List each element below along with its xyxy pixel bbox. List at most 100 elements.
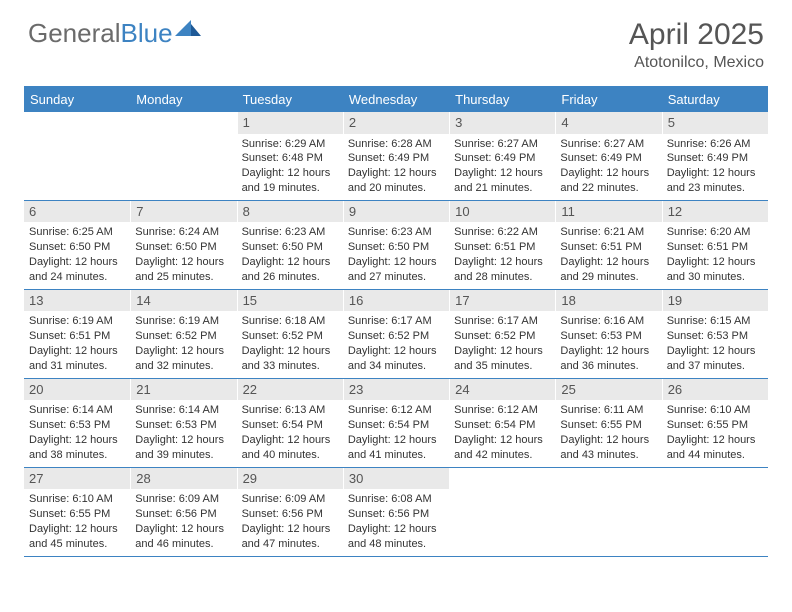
daylight-line-1: Daylight: 12 hours <box>667 344 763 359</box>
daylight-line-2: and 47 minutes. <box>242 537 338 552</box>
day-number: 16 <box>343 290 449 312</box>
sunset-line: Sunset: 6:55 PM <box>560 418 656 433</box>
sunrise-line: Sunrise: 6:24 AM <box>135 225 231 240</box>
sunrise-line: Sunrise: 6:29 AM <box>242 137 338 152</box>
daylight-line-2: and 29 minutes. <box>560 270 656 285</box>
calendar-day-cell: 9Sunrise: 6:23 AMSunset: 6:50 PMDaylight… <box>343 201 449 289</box>
daylight-line-2: and 34 minutes. <box>348 359 444 374</box>
weekday-header: Saturday <box>662 88 768 112</box>
sunset-line: Sunset: 6:50 PM <box>348 240 444 255</box>
weekday-header-row: Sunday Monday Tuesday Wednesday Thursday… <box>24 88 768 112</box>
daylight-line-2: and 41 minutes. <box>348 448 444 463</box>
daylight-line-1: Daylight: 12 hours <box>454 433 550 448</box>
calendar-day-cell: 18Sunrise: 6:16 AMSunset: 6:53 PMDayligh… <box>555 290 661 378</box>
calendar-day-cell: 4Sunrise: 6:27 AMSunset: 6:49 PMDaylight… <box>555 112 661 200</box>
day-body: Sunrise: 6:28 AMSunset: 6:49 PMDaylight:… <box>343 134 449 200</box>
calendar-week-row: 27Sunrise: 6:10 AMSunset: 6:55 PMDayligh… <box>24 468 768 557</box>
weekday-header: Friday <box>555 88 661 112</box>
day-body: Sunrise: 6:19 AMSunset: 6:51 PMDaylight:… <box>24 311 130 377</box>
day-number: 25 <box>555 379 661 401</box>
daylight-line-1: Daylight: 12 hours <box>242 522 338 537</box>
daylight-line-2: and 45 minutes. <box>29 537 125 552</box>
calendar-day-cell: 17Sunrise: 6:17 AMSunset: 6:52 PMDayligh… <box>449 290 555 378</box>
day-body: Sunrise: 6:09 AMSunset: 6:56 PMDaylight:… <box>237 489 343 555</box>
calendar-week-row: 6Sunrise: 6:25 AMSunset: 6:50 PMDaylight… <box>24 201 768 290</box>
day-body: Sunrise: 6:15 AMSunset: 6:53 PMDaylight:… <box>662 311 768 377</box>
sunset-line: Sunset: 6:49 PM <box>454 151 550 166</box>
day-number: 27 <box>24 468 130 490</box>
day-body: Sunrise: 6:12 AMSunset: 6:54 PMDaylight:… <box>449 400 555 466</box>
daylight-line-1: Daylight: 12 hours <box>560 255 656 270</box>
day-number: 20 <box>24 379 130 401</box>
daylight-line-2: and 30 minutes. <box>667 270 763 285</box>
calendar-day-cell <box>24 112 130 200</box>
day-body: Sunrise: 6:19 AMSunset: 6:52 PMDaylight:… <box>130 311 236 377</box>
day-number: 2 <box>343 112 449 134</box>
logo-triangle-icon <box>175 12 201 43</box>
weekday-header: Wednesday <box>343 88 449 112</box>
sunset-line: Sunset: 6:52 PM <box>135 329 231 344</box>
calendar-week-row: 20Sunrise: 6:14 AMSunset: 6:53 PMDayligh… <box>24 379 768 468</box>
day-number: 28 <box>130 468 236 490</box>
sunset-line: Sunset: 6:56 PM <box>242 507 338 522</box>
daylight-line-2: and 21 minutes. <box>454 181 550 196</box>
sunset-line: Sunset: 6:56 PM <box>135 507 231 522</box>
daylight-line-2: and 26 minutes. <box>242 270 338 285</box>
daylight-line-1: Daylight: 12 hours <box>242 166 338 181</box>
day-number: 8 <box>237 201 343 223</box>
calendar-day-cell: 19Sunrise: 6:15 AMSunset: 6:53 PMDayligh… <box>662 290 768 378</box>
sunrise-line: Sunrise: 6:19 AM <box>29 314 125 329</box>
sunrise-line: Sunrise: 6:23 AM <box>348 225 444 240</box>
sunrise-line: Sunrise: 6:11 AM <box>560 403 656 418</box>
daylight-line-2: and 20 minutes. <box>348 181 444 196</box>
sunrise-line: Sunrise: 6:22 AM <box>454 225 550 240</box>
day-body: Sunrise: 6:16 AMSunset: 6:53 PMDaylight:… <box>555 311 661 377</box>
daylight-line-2: and 31 minutes. <box>29 359 125 374</box>
weekday-header: Tuesday <box>237 88 343 112</box>
calendar-day-cell <box>662 468 768 556</box>
day-body: Sunrise: 6:12 AMSunset: 6:54 PMDaylight:… <box>343 400 449 466</box>
title-block: April 2025 Atotonilco, Mexico <box>629 18 764 72</box>
daylight-line-2: and 35 minutes. <box>454 359 550 374</box>
daylight-line-1: Daylight: 12 hours <box>29 522 125 537</box>
day-body: Sunrise: 6:18 AMSunset: 6:52 PMDaylight:… <box>237 311 343 377</box>
sunset-line: Sunset: 6:55 PM <box>29 507 125 522</box>
day-body: Sunrise: 6:17 AMSunset: 6:52 PMDaylight:… <box>449 311 555 377</box>
sunrise-line: Sunrise: 6:09 AM <box>242 492 338 507</box>
calendar-day-cell: 3Sunrise: 6:27 AMSunset: 6:49 PMDaylight… <box>449 112 555 200</box>
sunset-line: Sunset: 6:53 PM <box>29 418 125 433</box>
daylight-line-2: and 38 minutes. <box>29 448 125 463</box>
daylight-line-1: Daylight: 12 hours <box>135 433 231 448</box>
sunset-line: Sunset: 6:54 PM <box>454 418 550 433</box>
day-body: Sunrise: 6:22 AMSunset: 6:51 PMDaylight:… <box>449 222 555 288</box>
sunrise-line: Sunrise: 6:17 AM <box>348 314 444 329</box>
brand-logo: GeneralBlue <box>28 18 201 49</box>
calendar-body: 1Sunrise: 6:29 AMSunset: 6:48 PMDaylight… <box>24 112 768 557</box>
daylight-line-1: Daylight: 12 hours <box>348 166 444 181</box>
daylight-line-2: and 28 minutes. <box>454 270 550 285</box>
day-number: 13 <box>24 290 130 312</box>
daylight-line-1: Daylight: 12 hours <box>560 433 656 448</box>
day-number: 5 <box>662 112 768 134</box>
calendar-day-cell: 1Sunrise: 6:29 AMSunset: 6:48 PMDaylight… <box>237 112 343 200</box>
header: GeneralBlue April 2025 Atotonilco, Mexic… <box>0 0 792 78</box>
calendar-week-row: 13Sunrise: 6:19 AMSunset: 6:51 PMDayligh… <box>24 290 768 379</box>
sunset-line: Sunset: 6:52 PM <box>348 329 444 344</box>
daylight-line-2: and 25 minutes. <box>135 270 231 285</box>
daylight-line-2: and 42 minutes. <box>454 448 550 463</box>
daylight-line-1: Daylight: 12 hours <box>135 344 231 359</box>
calendar-day-cell: 5Sunrise: 6:26 AMSunset: 6:49 PMDaylight… <box>662 112 768 200</box>
day-number: 21 <box>130 379 236 401</box>
daylight-line-1: Daylight: 12 hours <box>560 166 656 181</box>
sunrise-line: Sunrise: 6:10 AM <box>29 492 125 507</box>
daylight-line-1: Daylight: 12 hours <box>135 255 231 270</box>
day-number: 30 <box>343 468 449 490</box>
day-number: 22 <box>237 379 343 401</box>
sunrise-line: Sunrise: 6:16 AM <box>560 314 656 329</box>
day-body: Sunrise: 6:27 AMSunset: 6:49 PMDaylight:… <box>555 134 661 200</box>
brand-text-blue: Blue <box>121 18 173 49</box>
day-body: Sunrise: 6:24 AMSunset: 6:50 PMDaylight:… <box>130 222 236 288</box>
day-body: Sunrise: 6:14 AMSunset: 6:53 PMDaylight:… <box>24 400 130 466</box>
sunrise-line: Sunrise: 6:08 AM <box>348 492 444 507</box>
day-body: Sunrise: 6:13 AMSunset: 6:54 PMDaylight:… <box>237 400 343 466</box>
